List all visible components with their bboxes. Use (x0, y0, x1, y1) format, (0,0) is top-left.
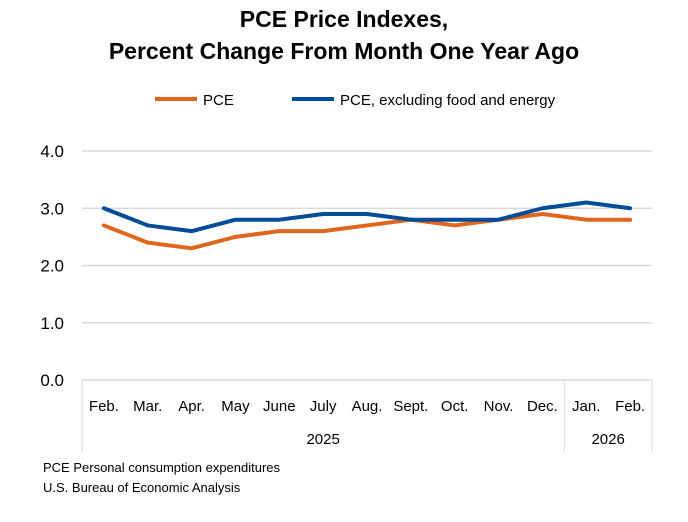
x-tick-label: Feb. (615, 398, 645, 415)
x-tick-label: Mar. (133, 398, 162, 415)
x-group-label: 2025 (306, 431, 339, 448)
y-tick-label: 0.0 (40, 371, 64, 390)
series-line-core-pce (101, 200, 633, 234)
x-group-label: 2026 (591, 431, 624, 448)
x-tick-label: July (310, 398, 337, 415)
x-tick-label: Apr. (178, 398, 205, 415)
x-tick-label: June (263, 398, 296, 415)
x-tick-label: Feb. (89, 398, 119, 415)
y-tick-label: 2.0 (40, 257, 64, 276)
x-tick-label: Aug. (352, 398, 383, 415)
x-tick-label: May (221, 398, 250, 415)
y-tick-label: 3.0 (40, 199, 64, 218)
x-tick-label: Nov. (484, 398, 514, 415)
y-tick-label: 1.0 (40, 314, 64, 333)
x-tick-label: Oct. (441, 398, 469, 415)
legend-label: PCE (203, 92, 234, 109)
legend-label: PCE, excluding food and energy (340, 92, 556, 109)
series-line-pce (101, 211, 633, 251)
chart-title-line2: Percent Change From Month One Year Ago (108, 38, 580, 64)
x-tick-label: Jan. (572, 398, 600, 415)
x-tick-label: Sept. (393, 398, 428, 415)
chart-title-line1: PCE Price Indexes, (239, 6, 449, 32)
y-tick-label: 4.0 (40, 142, 64, 161)
x-tick-label: Dec. (527, 398, 558, 415)
footnote-source: U.S. Bureau of Economic Analysis (43, 480, 241, 495)
footnote-pce: PCE Personal consumption expenditures (43, 460, 281, 475)
